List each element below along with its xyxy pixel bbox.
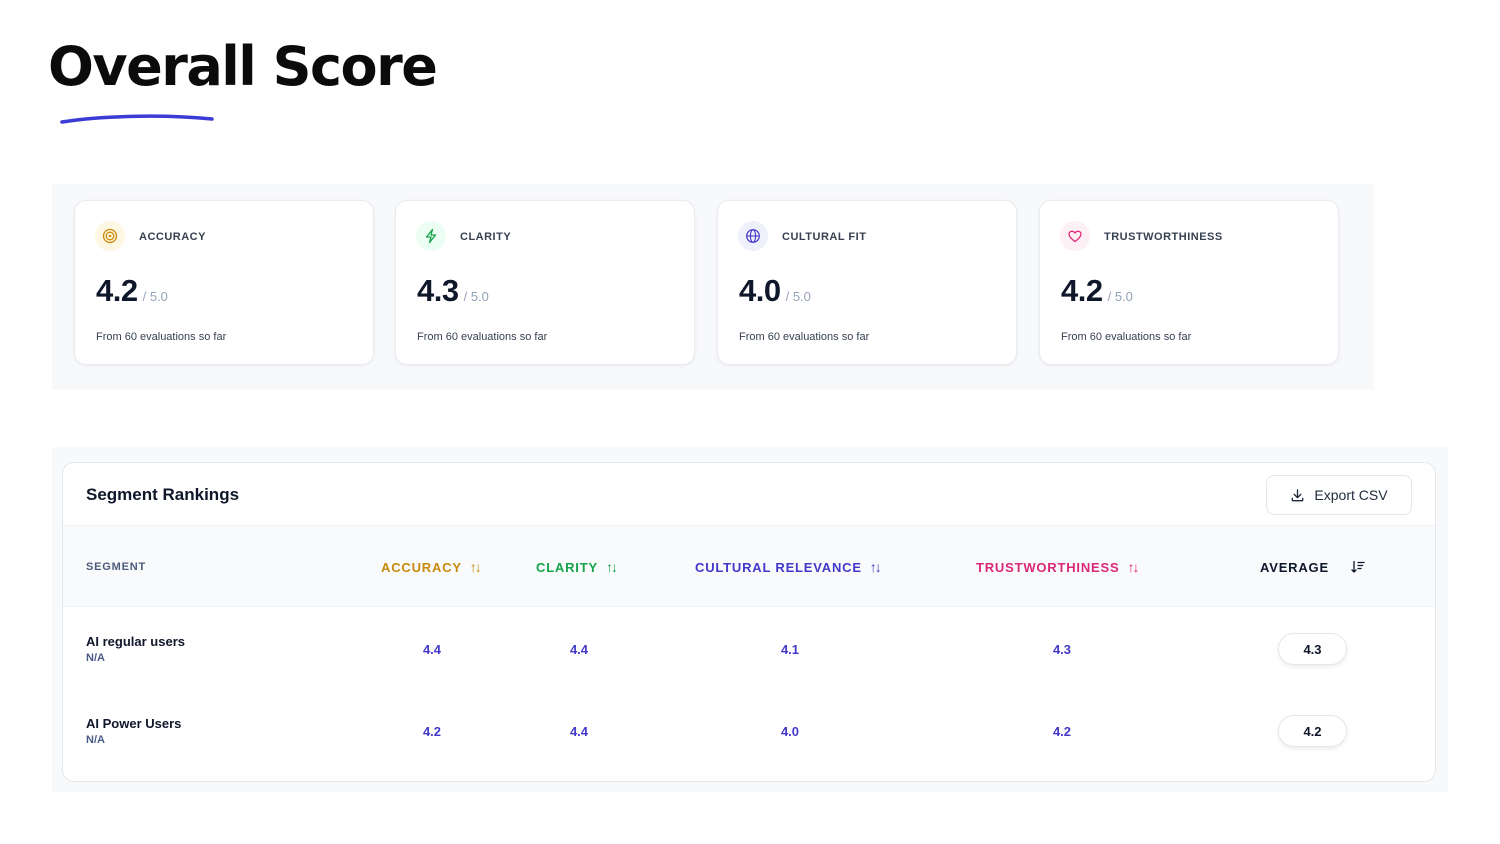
export-csv-button[interactable]: Export CSV [1266,475,1412,515]
cultural-relevance-value: 4.0 [780,724,800,739]
rankings-title: Segment Rankings [86,485,240,504]
metric-card-trustworthiness: TRUSTWORTHINESS 4.2 / 5.0 From 60 evalua… [1039,200,1339,365]
column-header-segment: SEGMENT [86,561,146,573]
lightning-icon [416,221,446,251]
sort-icon[interactable]: ↑↓ [605,559,618,575]
accuracy-value: 4.2 [422,724,442,739]
segment-subtitle: N/A [86,734,105,746]
metrics-panel: ACCURACY 4.2 / 5.0 From 60 evaluations s… [52,184,1374,390]
metric-note: From 60 evaluations so far [739,331,870,343]
title-underline [60,114,214,124]
cultural-relevance-value: 4.1 [780,642,800,657]
sort-icon[interactable]: ↑↓ [869,559,882,575]
page-title: Overall Score [48,35,438,98]
column-header-accuracy[interactable]: ACCURACY ↑↓ [381,559,482,575]
table-row[interactable]: AI Power Users N/A 4.2 4.4 4.0 4.2 4.2 [63,690,1435,772]
metric-label: ACCURACY [139,231,206,243]
metric-label: CULTURAL FIT [782,231,867,243]
column-header-trustworthiness[interactable]: TRUSTWORTHINESS ↑↓ [976,559,1139,575]
column-header-cultural-relevance[interactable]: CULTURAL RELEVANCE ↑↓ [695,559,882,575]
column-header-average[interactable]: AVERAGE [1260,526,1365,608]
metric-value: 4.2 [1061,273,1103,308]
metric-card-accuracy: ACCURACY 4.2 / 5.0 From 60 evaluations s… [74,200,374,365]
segment-name: AI regular users [86,634,185,649]
metric-value: 4.3 [417,273,459,308]
segment-name: AI Power Users [86,716,182,731]
clarity-value: 4.4 [569,724,589,739]
accuracy-value: 4.4 [422,642,442,657]
average-badge: 4.2 [1278,715,1347,747]
globe-icon [738,221,768,251]
metric-value: 4.2 [96,273,138,308]
column-header-clarity[interactable]: CLARITY ↑↓ [536,559,618,575]
heart-icon [1060,221,1090,251]
metric-label: TRUSTWORTHINESS [1104,231,1223,243]
sort-icon[interactable]: ↑↓ [1127,559,1139,575]
export-csv-label: Export CSV [1314,487,1388,503]
metric-max: / 5.0 [142,289,168,304]
metric-card-clarity: CLARITY 4.3 / 5.0 From 60 evaluations so… [395,200,695,365]
metric-max: / 5.0 [1107,289,1133,304]
table-header: SEGMENT ACCURACY ↑↓ CLARITY ↑↓ CULTURAL RE… [63,525,1435,607]
segment-subtitle: N/A [86,652,105,664]
metric-note: From 60 evaluations so far [417,331,548,343]
target-icon [95,221,125,251]
metric-value: 4.0 [739,273,781,308]
download-icon [1292,488,1304,501]
metric-note: From 60 evaluations so far [1061,331,1192,343]
metric-max: / 5.0 [463,289,489,304]
rankings-panel: Segment Rankings Export CSV SEGMENT ACCU… [52,447,1448,792]
average-badge: 4.3 [1278,633,1347,665]
clarity-value: 4.4 [569,642,589,657]
trustworthiness-value: 4.2 [1052,724,1072,739]
table-row[interactable]: AI regular users N/A 4.4 4.4 4.1 4.3 4.3 [63,608,1435,690]
metric-card-cultural-fit: CULTURAL FIT 4.0 / 5.0 From 60 evaluatio… [717,200,1017,365]
metric-note: From 60 evaluations so far [96,331,227,343]
sort-descending-icon[interactable] [1351,560,1365,574]
sort-icon[interactable]: ↑↓ [469,559,482,575]
trustworthiness-value: 4.3 [1052,642,1072,657]
segment-rankings-card: Segment Rankings Export CSV SEGMENT ACCU… [62,462,1436,782]
metric-max: / 5.0 [785,289,811,304]
metric-label: CLARITY [460,231,512,243]
